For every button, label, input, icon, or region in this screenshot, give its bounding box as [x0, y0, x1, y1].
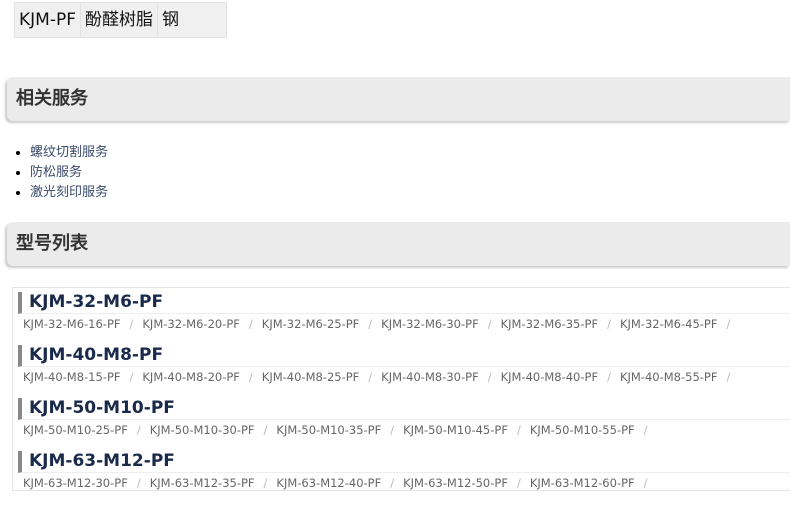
model-variant-link[interactable]: KJM-32-M6-16-PF — [23, 317, 121, 331]
model-group-title[interactable]: KJM-40-M8-PF — [18, 345, 790, 367]
model-variant-link[interactable]: KJM-63-M12-40-PF — [276, 476, 382, 490]
model-group-title[interactable]: KJM-32-M6-PF — [18, 292, 790, 314]
separator: / — [726, 370, 731, 384]
model-variant-link[interactable]: KJM-63-M12-35-PF — [149, 476, 255, 490]
separator: / — [368, 317, 373, 331]
model-variant-link[interactable]: KJM-32-M6-45-PF — [619, 317, 718, 331]
services-header: 相关服务 — [7, 77, 790, 121]
services-list: 螺纹切割服务 防松服务 激光刻印服务 — [0, 143, 108, 203]
separator: / — [643, 423, 648, 437]
model-variant-link[interactable]: KJM-50-M10-30-PF — [149, 423, 255, 437]
models-header: 型号列表 — [7, 222, 790, 266]
model-variant-link[interactable]: KJM-40-M8-20-PF — [142, 370, 240, 384]
separator: / — [487, 370, 492, 384]
spec-model: KJM-PF — [15, 3, 81, 37]
separator: / — [487, 317, 492, 331]
model-variant-link[interactable]: KJM-50-M10-25-PF — [23, 423, 128, 437]
model-variant-links: KJM-63-M12-30-PF / KJM-63-M12-35-PF / KJM-63… — [23, 476, 790, 490]
service-link[interactable]: 防松服务 — [30, 165, 83, 180]
model-variant-link[interactable]: KJM-50-M10-35-PF — [276, 423, 382, 437]
model-variant-link[interactable]: KJM-40-M8-15-PF — [23, 370, 121, 384]
model-variant-link[interactable]: KJM-32-M6-20-PF — [142, 317, 240, 331]
model-variant-link[interactable]: KJM-32-M6-30-PF — [381, 317, 479, 331]
model-group-title[interactable]: KJM-63-M12-PF — [18, 451, 790, 473]
separator: / — [263, 476, 268, 490]
separator: / — [129, 370, 134, 384]
separator: / — [390, 476, 395, 490]
model-variant-link[interactable]: KJM-32-M6-35-PF — [500, 317, 599, 331]
spec-table-row: KJM-PF 酚醛树脂 钢 — [14, 2, 227, 38]
service-link[interactable]: 激光刻印服务 — [30, 185, 109, 200]
list-item[interactable]: 防松服务 — [30, 163, 108, 183]
model-group: KJM-63-M12-PF KJM-63-M12-30-PF / KJM-63-M12… — [13, 451, 790, 500]
list-item[interactable]: 螺纹切割服务 — [30, 143, 108, 163]
model-group-title[interactable]: KJM-50-M10-PF — [18, 398, 790, 420]
separator: / — [129, 317, 134, 331]
separator: / — [248, 370, 253, 384]
model-group: KJM-50-M10-PF KJM-50-M10-25-PF / KJM-50-M10… — [13, 398, 790, 447]
model-variant-link[interactable]: KJM-40-M8-30-PF — [381, 370, 479, 384]
separator: / — [607, 370, 611, 384]
separator: / — [368, 370, 373, 384]
spec-insert-material: 钢 — [162, 10, 179, 30]
model-variant-link[interactable]: KJM-32-M6-25-PF — [261, 317, 360, 331]
separator: / — [136, 476, 141, 490]
models-title: 型号列表 — [16, 233, 88, 254]
separator: / — [516, 423, 521, 437]
separator: / — [390, 423, 395, 437]
model-variant-link[interactable]: KJM-50-M10-45-PF — [403, 423, 508, 437]
separator: / — [643, 476, 648, 490]
model-variant-link[interactable]: KJM-40-M8-40-PF — [500, 370, 599, 384]
model-variant-link[interactable]: KJM-40-M8-55-PF — [619, 370, 718, 384]
model-list: KJM-32-M6-PF KJM-32-M6-16-PF / KJM-32-M6-20… — [12, 287, 790, 491]
model-variant-links: KJM-40-M8-15-PF / KJM-40-M8-20-PF / KJM-40-M… — [23, 370, 790, 384]
spec-material: 酚醛树脂 — [81, 3, 158, 37]
separator: / — [607, 317, 611, 331]
separator: / — [263, 423, 268, 437]
separator: / — [516, 476, 521, 490]
separator: / — [136, 423, 141, 437]
model-group: KJM-32-M6-PF KJM-32-M6-16-PF / KJM-32-M6-20… — [13, 292, 790, 341]
model-variant-link[interactable]: KJM-63-M12-60-PF — [529, 476, 635, 490]
services-title: 相关服务 — [16, 88, 88, 109]
model-variant-link[interactable]: KJM-50-M10-55-PF — [529, 423, 635, 437]
separator: / — [248, 317, 253, 331]
model-variant-link[interactable]: KJM-40-M8-25-PF — [261, 370, 360, 384]
separator: / — [726, 317, 731, 331]
model-variant-links: KJM-50-M10-25-PF / KJM-50-M10-30-PF / KJM-50… — [23, 423, 790, 437]
model-group: KJM-40-M8-PF KJM-40-M8-15-PF / KJM-40-M8-20… — [13, 345, 790, 394]
model-variant-link[interactable]: KJM-63-M12-30-PF — [23, 476, 128, 490]
list-item[interactable]: 激光刻印服务 — [30, 183, 108, 203]
service-link[interactable]: 螺纹切割服务 — [30, 145, 109, 160]
model-variant-links: KJM-32-M6-16-PF / KJM-32-M6-20-PF / KJM-32-M… — [23, 317, 790, 331]
model-variant-link[interactable]: KJM-63-M12-50-PF — [403, 476, 508, 490]
